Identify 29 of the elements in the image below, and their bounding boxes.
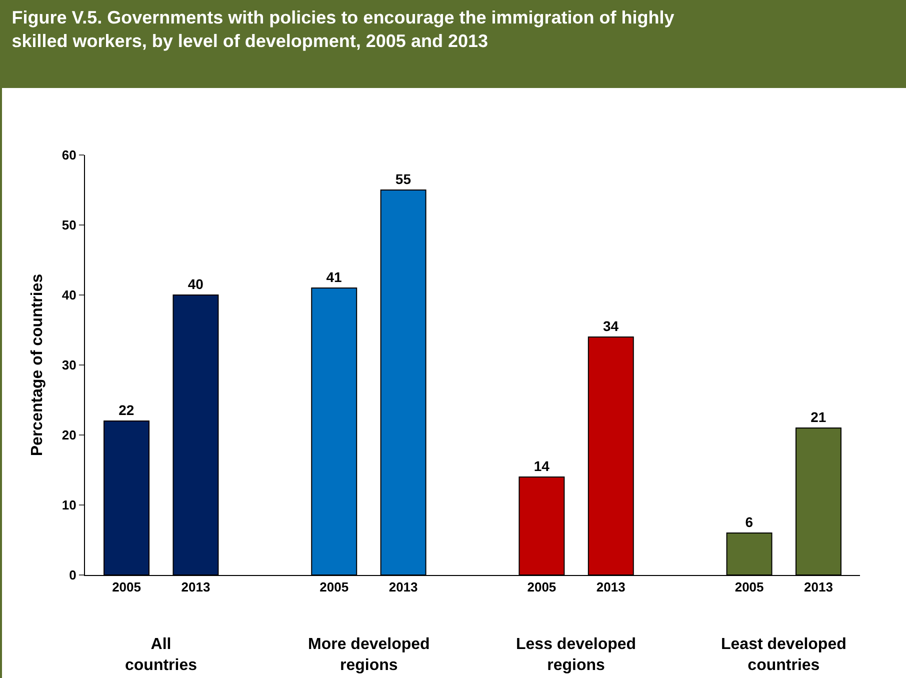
- data-label: 41: [326, 269, 342, 285]
- y-tick-label: 60: [62, 148, 76, 163]
- y-tick-label: 50: [62, 218, 76, 233]
- y-tick-label: 20: [62, 428, 76, 443]
- data-label: 21: [810, 409, 826, 425]
- x-tick-label: 2005: [112, 580, 141, 595]
- y-tick-label: 10: [62, 498, 76, 513]
- chart-title: Figure V.5. Governments with policies to encourage the immigration of highly skilled workers, by level of development, 2005 and 2013: [12, 8, 674, 52]
- text: Less developed regions: [516, 636, 636, 674]
- text: All countries: [125, 636, 198, 674]
- text: More developed regions: [308, 636, 430, 674]
- x-tick-label: 2005: [527, 580, 556, 595]
- text: Least developed countries: [721, 636, 846, 674]
- x-tick-label: 2013: [388, 580, 418, 595]
- data-label: 14: [534, 458, 550, 474]
- x-tick-label: 2013: [181, 580, 210, 595]
- x-tick-label: 2013: [804, 580, 833, 595]
- data-label: 40: [188, 276, 204, 292]
- y-tick-label: 40: [62, 288, 76, 303]
- y-axis-title: Percentage of countries: [28, 274, 46, 456]
- data-label: 55: [395, 171, 412, 187]
- data-label: 6: [745, 514, 754, 530]
- data-label: 34: [602, 318, 619, 334]
- data-label: 22: [118, 402, 134, 418]
- y-tick-label: 0: [69, 568, 76, 583]
- x-tick-label: 2013: [596, 580, 626, 595]
- x-tick-label: 2005: [734, 580, 764, 595]
- y-tick-label: 30: [62, 358, 76, 373]
- x-tick-label: 2005: [320, 580, 349, 595]
